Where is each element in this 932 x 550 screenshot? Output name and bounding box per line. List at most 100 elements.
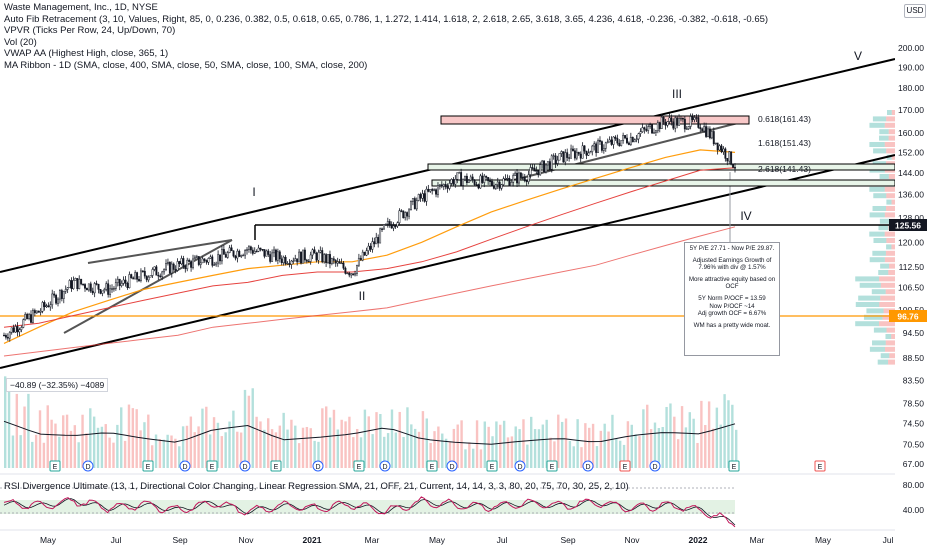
time-tick-label: 2021 xyxy=(303,535,322,545)
volume-bar xyxy=(491,436,494,468)
volume-bar xyxy=(692,418,695,468)
vpvr-up-bar xyxy=(866,308,884,314)
candle-body xyxy=(232,250,235,257)
earnings-badge xyxy=(619,460,631,472)
candle-body xyxy=(411,198,414,202)
vpvr-up-bar xyxy=(869,122,885,128)
candle-body xyxy=(485,175,488,178)
legend-line-vol: Vol (20) xyxy=(4,36,37,48)
event-letter: E xyxy=(146,464,151,471)
candle-body xyxy=(629,136,632,145)
candle-body xyxy=(732,164,735,168)
candle-body xyxy=(165,263,167,270)
candle-body xyxy=(356,264,358,274)
candle-body xyxy=(656,122,659,132)
candle-body xyxy=(66,287,69,290)
event-letter: D xyxy=(449,464,454,471)
price-tick-label: 136.00 xyxy=(898,190,924,200)
volume-bar xyxy=(220,436,223,468)
price-axis-bg xyxy=(895,0,932,550)
candle-body xyxy=(18,329,21,333)
volume-bar xyxy=(170,435,173,468)
candle-body xyxy=(342,262,345,269)
volume-bar xyxy=(317,441,320,468)
note-line-ocf: 5Y Norm P/OCF = 13.59 Now P/OCF ~14 Adj … xyxy=(697,294,767,318)
vwap-line xyxy=(3,149,736,344)
candle-body xyxy=(352,273,355,276)
candle-body xyxy=(273,249,275,254)
rsi-band xyxy=(0,500,735,514)
price-axis: 200.00 190.00 180.00 170.00 160.00 152.00 144.… xyxy=(895,0,932,550)
candle-body xyxy=(602,148,605,151)
candle-body xyxy=(354,273,356,276)
volume-ma-line xyxy=(3,420,736,445)
candle-body xyxy=(467,180,470,183)
candle-body xyxy=(402,210,405,219)
candle-body xyxy=(321,250,324,263)
candle-body xyxy=(492,185,495,189)
vpvr-down-bar xyxy=(886,148,895,154)
volume-bar xyxy=(309,428,312,468)
volume-bar xyxy=(355,428,359,468)
candle-body xyxy=(604,142,607,149)
candle-body xyxy=(224,254,227,258)
price-tag-value: 96.76 xyxy=(897,312,919,322)
fib-zones xyxy=(254,115,896,240)
vpvr-up-bar xyxy=(869,142,885,147)
volume-bar xyxy=(649,429,653,468)
candle-body xyxy=(41,302,44,312)
candle-body xyxy=(388,221,391,225)
candle-body xyxy=(460,172,463,186)
vpvr-down-bar xyxy=(879,276,895,282)
candle-body xyxy=(39,310,42,313)
dividend-badge xyxy=(312,460,324,472)
currency-badge[interactable]: USD xyxy=(904,4,926,18)
volume-bar xyxy=(464,449,467,468)
candle-body xyxy=(487,177,490,182)
candle-body xyxy=(138,279,140,281)
volume-bar xyxy=(139,430,142,468)
candle-body xyxy=(687,126,690,130)
earnings-marker: E xyxy=(270,460,282,472)
earnings-badge xyxy=(353,460,365,472)
candle-body xyxy=(159,275,162,277)
volume-bar xyxy=(73,425,77,468)
candle-body xyxy=(4,335,7,338)
legend-line-ma-ribbon: MA Ribbon - 1D (SMA, close, 400, SMA, cl… xyxy=(4,59,368,71)
candle-body xyxy=(319,250,322,253)
volume-bar xyxy=(719,424,722,468)
vpvr-up-bar xyxy=(886,199,892,205)
vpvr-up-bar xyxy=(880,353,890,359)
volume-bar xyxy=(216,422,220,468)
candle-body xyxy=(28,314,31,320)
vpvr-down-bar xyxy=(882,314,895,320)
fundamental-note[interactable]: 5Y P/E 27.71 - Now P/E 29.87. Adjusted E… xyxy=(684,242,780,356)
candle-body xyxy=(533,167,536,172)
chart-title: Waste Management, Inc., 1D, NYSE xyxy=(4,2,158,13)
candle-body xyxy=(139,270,142,281)
candle-body xyxy=(720,145,723,153)
vpvr-down-bar xyxy=(885,250,895,256)
candle-body xyxy=(62,290,65,299)
volume-bar xyxy=(7,383,11,468)
price-tick-label: 100.50 xyxy=(898,305,924,315)
candle-body xyxy=(220,249,223,262)
vpvr-down-bar xyxy=(888,270,895,275)
candle-body xyxy=(446,186,449,189)
price-tick-label: 67.00 xyxy=(903,459,925,469)
moving-averages xyxy=(3,149,736,357)
candle-body xyxy=(381,228,383,230)
candle-body xyxy=(465,175,468,183)
candle-body xyxy=(676,117,679,126)
candle-body xyxy=(572,148,574,151)
candle-body xyxy=(543,160,546,173)
candle-body xyxy=(415,200,418,210)
candle-body xyxy=(22,319,25,328)
vpvr-down-bar xyxy=(884,122,895,128)
candle-body xyxy=(251,249,254,254)
volume-bar xyxy=(506,437,510,468)
volume-bar xyxy=(15,393,19,468)
candle-body xyxy=(149,275,152,278)
candle-body xyxy=(450,179,453,184)
candle-body xyxy=(238,250,241,257)
